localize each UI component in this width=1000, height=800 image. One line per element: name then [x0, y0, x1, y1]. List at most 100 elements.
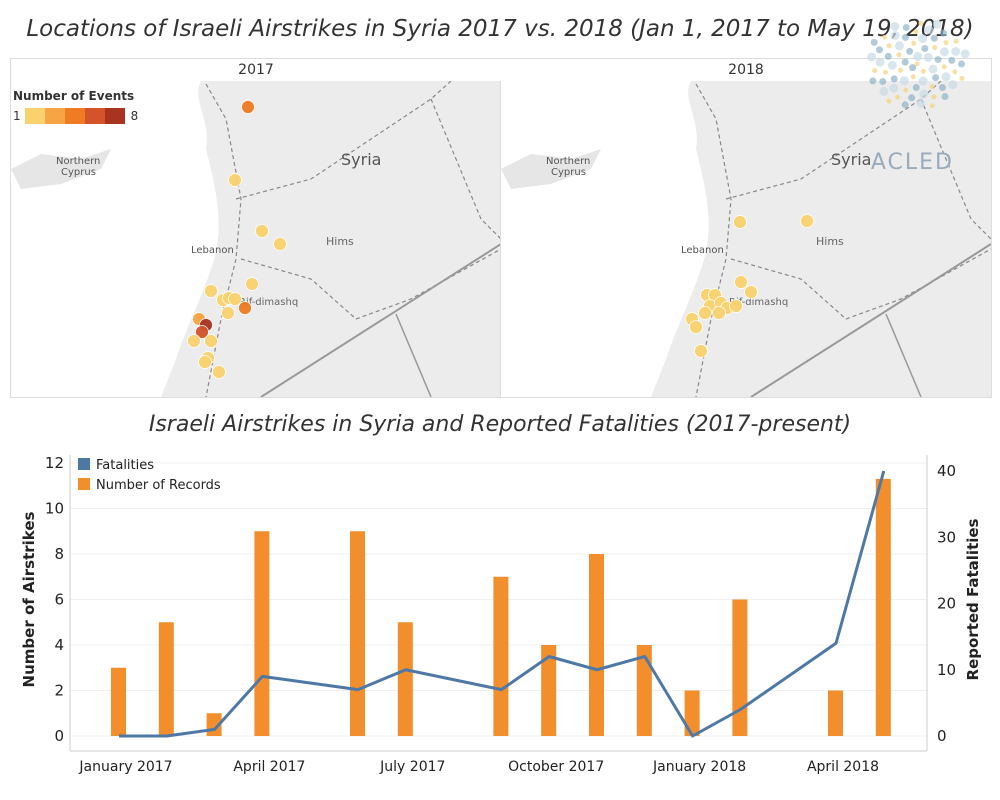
- y-tick-label: 0: [54, 727, 64, 745]
- logo-dot: [872, 68, 878, 74]
- event-dot: [729, 299, 743, 313]
- logo-dot: [867, 52, 877, 62]
- legend-title: Number of Events: [13, 89, 135, 103]
- y2-tick-label: 10: [937, 661, 956, 679]
- event-dot: [204, 284, 218, 298]
- cyprus-shape: [501, 149, 601, 189]
- logo-dot: [903, 87, 909, 93]
- legend-swatch-3: [64, 108, 85, 124]
- event-dot: [689, 320, 703, 334]
- logo-dot: [938, 84, 946, 92]
- event-dot: [187, 334, 201, 348]
- event-legend: Number of Events 1 8: [13, 89, 138, 124]
- x-tick-label: January 2017: [78, 759, 172, 775]
- event-dot: [238, 301, 252, 315]
- logo-dot: [894, 41, 904, 51]
- logo-dot: [895, 94, 901, 100]
- cyprus-shape: [11, 149, 111, 189]
- logo-dot: [929, 84, 935, 90]
- logo-dot: [948, 56, 956, 64]
- logo-dot: [875, 57, 885, 67]
- label-northern: Northern: [56, 156, 100, 167]
- legend-swatch-1: [24, 108, 45, 124]
- y-tick-label: 12: [45, 454, 64, 472]
- logo-dot: [924, 25, 934, 35]
- logo-dot: [918, 76, 928, 86]
- label-lebanon: Lebanon: [191, 245, 234, 256]
- event-dot: [698, 306, 712, 320]
- bar: [732, 599, 748, 736]
- legend-max: 8: [130, 109, 139, 123]
- y-tick-label: 4: [54, 636, 64, 654]
- logo-dot: [918, 34, 928, 44]
- y2-tick-label: 40: [937, 462, 956, 480]
- y2-tick-label: 30: [937, 528, 956, 546]
- label-cyprus: Cyprus: [551, 167, 586, 178]
- logo-dot: [930, 34, 938, 42]
- bar: [350, 531, 365, 736]
- logo-dot: [939, 47, 949, 57]
- bar: [636, 645, 652, 736]
- logo-dot: [932, 45, 938, 51]
- logo-dot: [909, 64, 917, 72]
- logo-dot: [916, 98, 926, 108]
- event-dot: [744, 285, 758, 299]
- event-dot: [198, 355, 212, 369]
- logo-dot: [869, 77, 877, 85]
- logo-dot: [901, 101, 909, 109]
- logo-dot: [918, 20, 924, 26]
- label-syria: Syria: [341, 150, 381, 169]
- map-2018-year: 2018: [501, 59, 991, 81]
- logo-dot: [921, 44, 929, 52]
- logo-dot: [923, 52, 933, 62]
- logo-dot: [934, 56, 942, 64]
- event-dot: [712, 306, 726, 320]
- event-dot: [212, 365, 226, 379]
- label-rif-dimashq: Rif-dimashq: [729, 297, 788, 308]
- logo-dot: [886, 43, 892, 49]
- bar: [254, 531, 270, 736]
- label-hims: Hims: [816, 235, 844, 248]
- sea-area: [11, 81, 219, 397]
- y-tick-label: 2: [54, 682, 64, 700]
- logo-dot: [911, 40, 917, 46]
- logo-dot: [957, 60, 965, 68]
- bar: [875, 478, 891, 736]
- logo-dot: [882, 69, 888, 75]
- y2-axis-title: Reported Fatalities: [964, 518, 982, 680]
- label-rif-dimashq: Rif-dimashq: [239, 297, 298, 308]
- map-2017[interactable]: 2017 Northern Cyprus Syria Hims Lebanon …: [10, 58, 502, 398]
- legend-swatch-4: [84, 108, 105, 124]
- logo-dot: [960, 49, 970, 59]
- bar: [684, 690, 700, 736]
- x-tick-label: October 2017: [508, 759, 604, 775]
- map-2018-basemap: Northern Cyprus Syria Hims Lebanon Rif-d…: [501, 80, 991, 397]
- y-tick-label: 6: [54, 591, 64, 609]
- logo-dot: [932, 74, 940, 82]
- logo-dot: [897, 67, 903, 73]
- event-dot: [800, 214, 814, 228]
- label-northern: Northern: [546, 156, 590, 167]
- logo-dot: [870, 38, 878, 46]
- logo-dot: [890, 30, 900, 40]
- logo-dot: [906, 47, 914, 55]
- logo-dot: [908, 94, 916, 102]
- logo-dot: [890, 21, 900, 31]
- logo-dot: [879, 77, 887, 85]
- event-dot: [273, 237, 287, 251]
- y-tick-label: 10: [45, 500, 64, 518]
- logo-dot: [913, 51, 923, 61]
- main-title: Locations of Israeli Airstrikes in Syria…: [26, 16, 974, 42]
- legend-label: Number of Records: [96, 478, 221, 493]
- legend-min: 1: [13, 109, 21, 123]
- map-2018[interactable]: 2018 Northern Cyprus Syria Hims Lebanon …: [500, 58, 992, 398]
- event-dot: [733, 215, 747, 229]
- event-dot: [694, 344, 708, 358]
- acled-logo-text: ACLED: [870, 150, 954, 175]
- bar: [828, 690, 843, 736]
- logo-dot: [952, 69, 958, 75]
- y-axis-title: Number of Airstrikes: [20, 511, 38, 687]
- logo-dot: [932, 19, 942, 29]
- event-dot: [255, 224, 269, 238]
- logo-dot: [912, 84, 920, 92]
